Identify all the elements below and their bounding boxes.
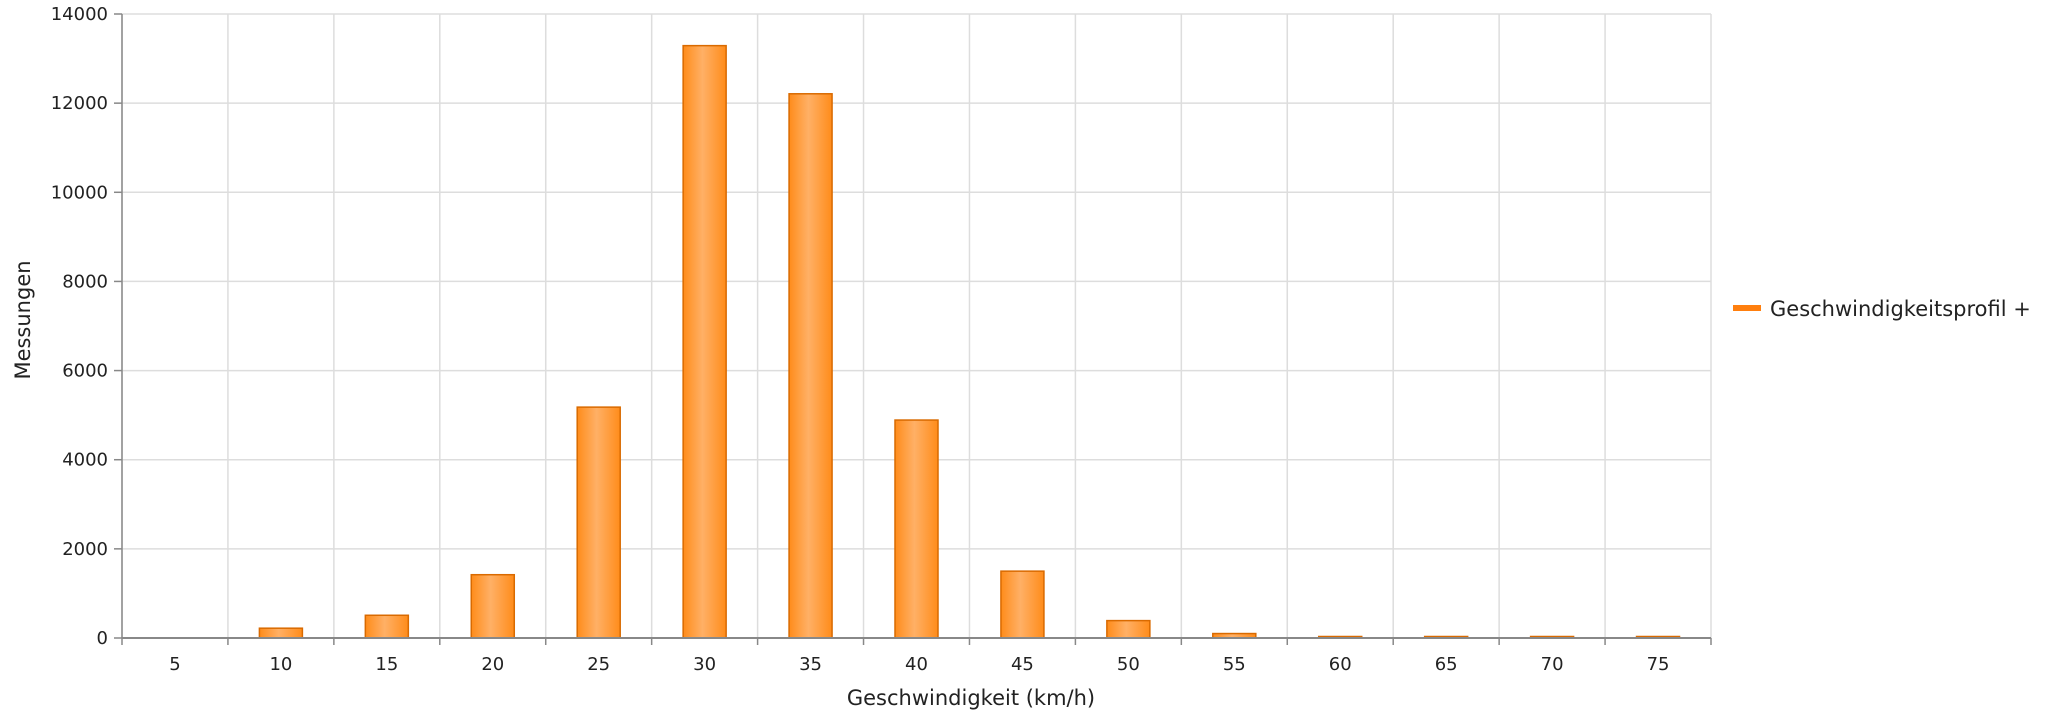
bar-series xyxy=(258,44,1681,639)
y-axis-title: Messungen xyxy=(11,260,35,379)
bar[interactable] xyxy=(894,419,939,639)
axes xyxy=(114,13,1712,645)
x-tick-label: 45 xyxy=(1011,654,1034,675)
x-tick-label: 30 xyxy=(693,654,716,675)
bar[interactable] xyxy=(258,627,304,639)
x-tick-label: 60 xyxy=(1329,654,1352,675)
y-tick-label: 0 xyxy=(97,628,108,649)
y-tick-label: 10000 xyxy=(51,182,108,203)
bar[interactable] xyxy=(788,93,833,639)
x-axis-title: Geschwindigkeit (km/h) xyxy=(847,686,1095,710)
y-tick-label: 2000 xyxy=(62,539,108,560)
x-tick-label: 20 xyxy=(481,654,504,675)
bar[interactable] xyxy=(1106,619,1151,639)
x-tick-label: 10 xyxy=(269,654,292,675)
legend-label: Geschwindigkeitsprofil + xyxy=(1770,297,2031,321)
bar[interactable] xyxy=(364,614,410,639)
x-tick-label: 65 xyxy=(1435,654,1458,675)
legend[interactable]: Geschwindigkeitsprofil + xyxy=(1733,297,2031,321)
x-tick-label: 5 xyxy=(169,654,180,675)
x-tick-label: 70 xyxy=(1541,654,1564,675)
bar[interactable] xyxy=(576,406,621,639)
x-tick-label: 40 xyxy=(905,654,928,675)
x-tick-label: 75 xyxy=(1647,654,1670,675)
tick-labels: 0 2000 4000 6000 8000 10000 12000 14000 5 10 15 20 2… xyxy=(51,4,1670,675)
grid-lines xyxy=(121,13,1712,639)
x-tick-label: 50 xyxy=(1117,654,1140,675)
bar[interactable] xyxy=(1000,570,1045,639)
bar[interactable] xyxy=(470,573,516,639)
y-tick-label: 14000 xyxy=(51,4,108,25)
x-tick-label: 35 xyxy=(799,654,822,675)
legend-swatch xyxy=(1733,305,1761,311)
y-tick-label: 6000 xyxy=(62,361,108,382)
x-tick-label: 55 xyxy=(1223,654,1246,675)
x-tick-label: 15 xyxy=(375,654,398,675)
y-tick-label: 8000 xyxy=(62,271,108,292)
bar[interactable] xyxy=(682,44,727,639)
y-tick-label: 12000 xyxy=(51,93,108,114)
x-tick-label: 25 xyxy=(587,654,610,675)
y-tick-label: 4000 xyxy=(62,450,108,471)
